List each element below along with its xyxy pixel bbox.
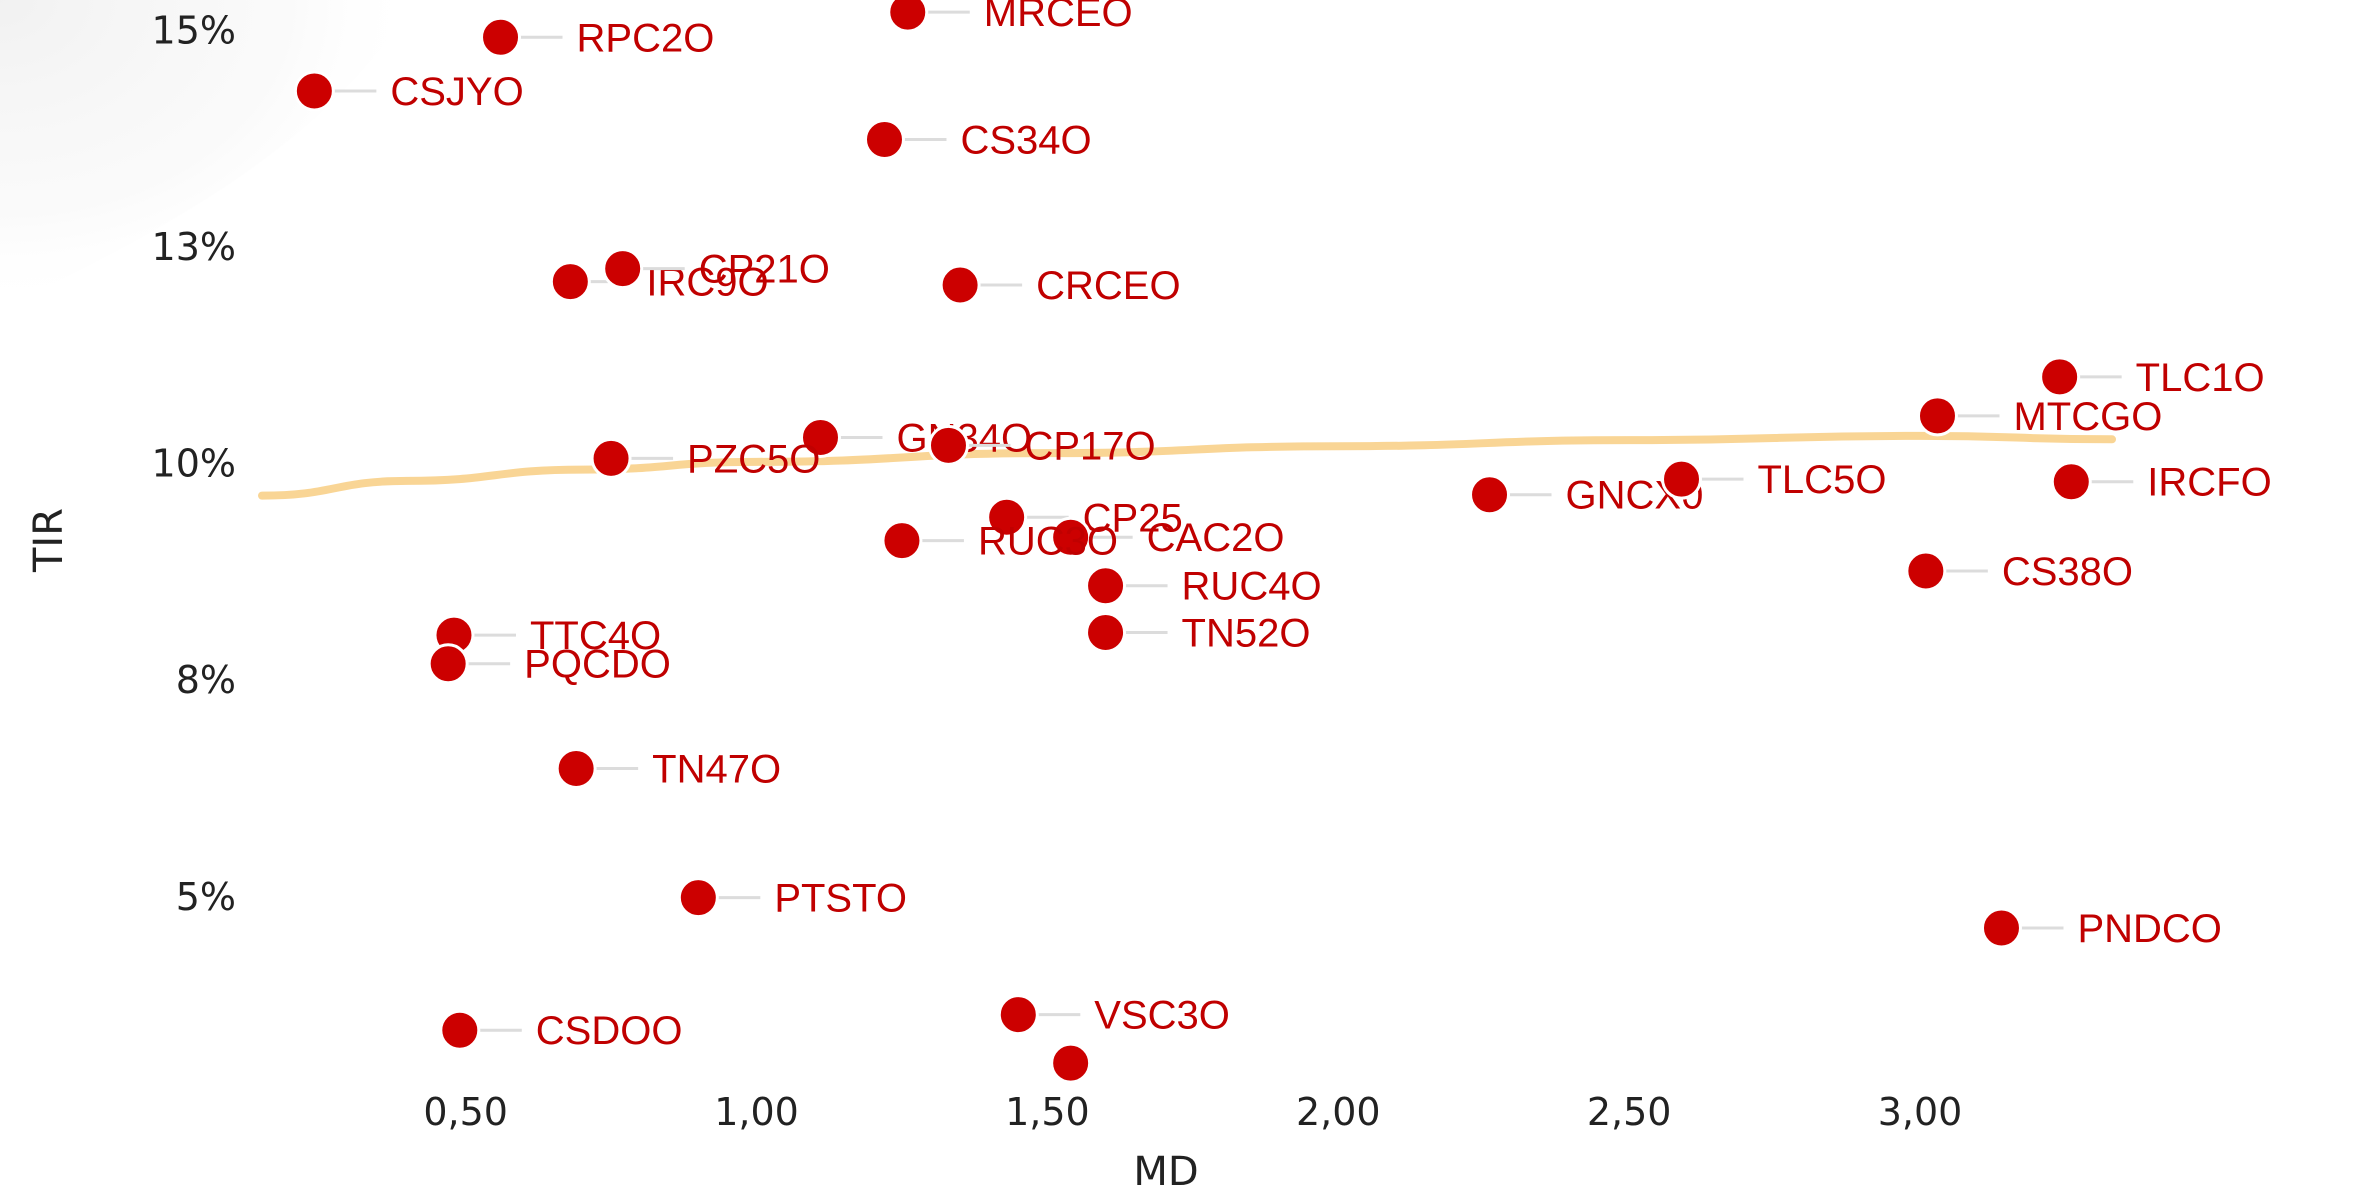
data-point <box>1980 907 2022 949</box>
data-point <box>887 0 929 33</box>
point-label: IRCFO <box>2147 461 2271 505</box>
data-point <box>480 16 522 58</box>
data-point <box>1469 474 1511 516</box>
data-point <box>1661 458 1703 500</box>
x-axis-title: MD <box>1133 1149 1198 1195</box>
y-tick-label: 15% <box>152 8 236 52</box>
y-axis-ticks: 5% 8% 10% 13% 15% <box>152 8 236 918</box>
x-tick-label: 2,50 <box>1587 1090 1672 1134</box>
data-point <box>881 520 923 562</box>
data-point <box>1916 395 1958 437</box>
data-point <box>1905 550 1947 592</box>
data-point <box>293 70 335 112</box>
point-label: CS38O <box>2002 550 2133 594</box>
point-label: RUC3O <box>978 520 1118 564</box>
point-label: TN47O <box>652 748 781 792</box>
point-label: TN52O <box>1182 612 1311 656</box>
point-label: TLC5O <box>1758 458 1887 502</box>
point-label: RUC4O <box>1182 565 1322 609</box>
data-point <box>1085 565 1127 607</box>
point-label: PTSTO <box>774 877 907 921</box>
data-point <box>863 118 905 160</box>
point-label: MRCEO <box>984 0 1133 35</box>
x-tick-label: 1,00 <box>714 1090 799 1134</box>
data-point <box>602 248 644 290</box>
x-axis-ticks: 0,50 1,00 1,50 2,00 2,50 3,00 <box>423 1090 1962 1134</box>
x-tick-label: 1,50 <box>1005 1090 1090 1134</box>
point-label: MTCGO <box>2013 395 2162 439</box>
data-point <box>677 877 719 919</box>
data-point <box>927 424 969 466</box>
data-point <box>1050 516 1092 558</box>
x-tick-label: 0,50 <box>423 1090 508 1134</box>
y-tick-label: 8% <box>176 658 236 702</box>
point-label: PZC5O <box>687 437 820 481</box>
point-label: CS34O <box>960 118 1091 162</box>
y-axis-title: TIR <box>26 508 72 573</box>
data-point <box>997 994 1039 1036</box>
y-tick-label: 5% <box>176 875 236 919</box>
point-label: CRCEO <box>1036 264 1180 308</box>
point-label: VSC3O <box>1094 994 1230 1038</box>
data-point <box>986 496 1028 538</box>
point-label: RPC2O <box>577 16 715 60</box>
data-point <box>439 1009 481 1051</box>
point-label: CP17O <box>1024 424 1155 468</box>
point-label: CSJYO <box>390 70 523 114</box>
point-label: CP21O <box>699 248 830 292</box>
data-point <box>1085 612 1127 654</box>
data-point <box>427 643 469 685</box>
data-point <box>2050 461 2092 503</box>
point-label: CSDOO <box>536 1009 683 1053</box>
point-label: TTC4O <box>530 614 661 658</box>
y-tick-label: 13% <box>152 225 236 269</box>
data-point <box>590 437 632 479</box>
point-label: CP25 <box>1083 496 1183 540</box>
point-label: PNDCO <box>2077 907 2221 951</box>
y-tick-label: 10% <box>152 442 236 486</box>
trend-line <box>258 431 2117 500</box>
data-point <box>939 264 981 306</box>
data-point <box>2039 356 2081 398</box>
data-point <box>1050 1042 1092 1084</box>
data-point <box>555 748 597 790</box>
data-point <box>799 417 841 459</box>
point-label: PQCDO <box>524 643 671 687</box>
x-tick-label: 3,00 <box>1878 1090 1963 1134</box>
x-tick-label: 2,00 <box>1296 1090 1381 1134</box>
point-label: CAC2O <box>1147 516 1285 560</box>
point-label: TLC1O <box>2136 356 2265 400</box>
data-point <box>549 261 591 303</box>
